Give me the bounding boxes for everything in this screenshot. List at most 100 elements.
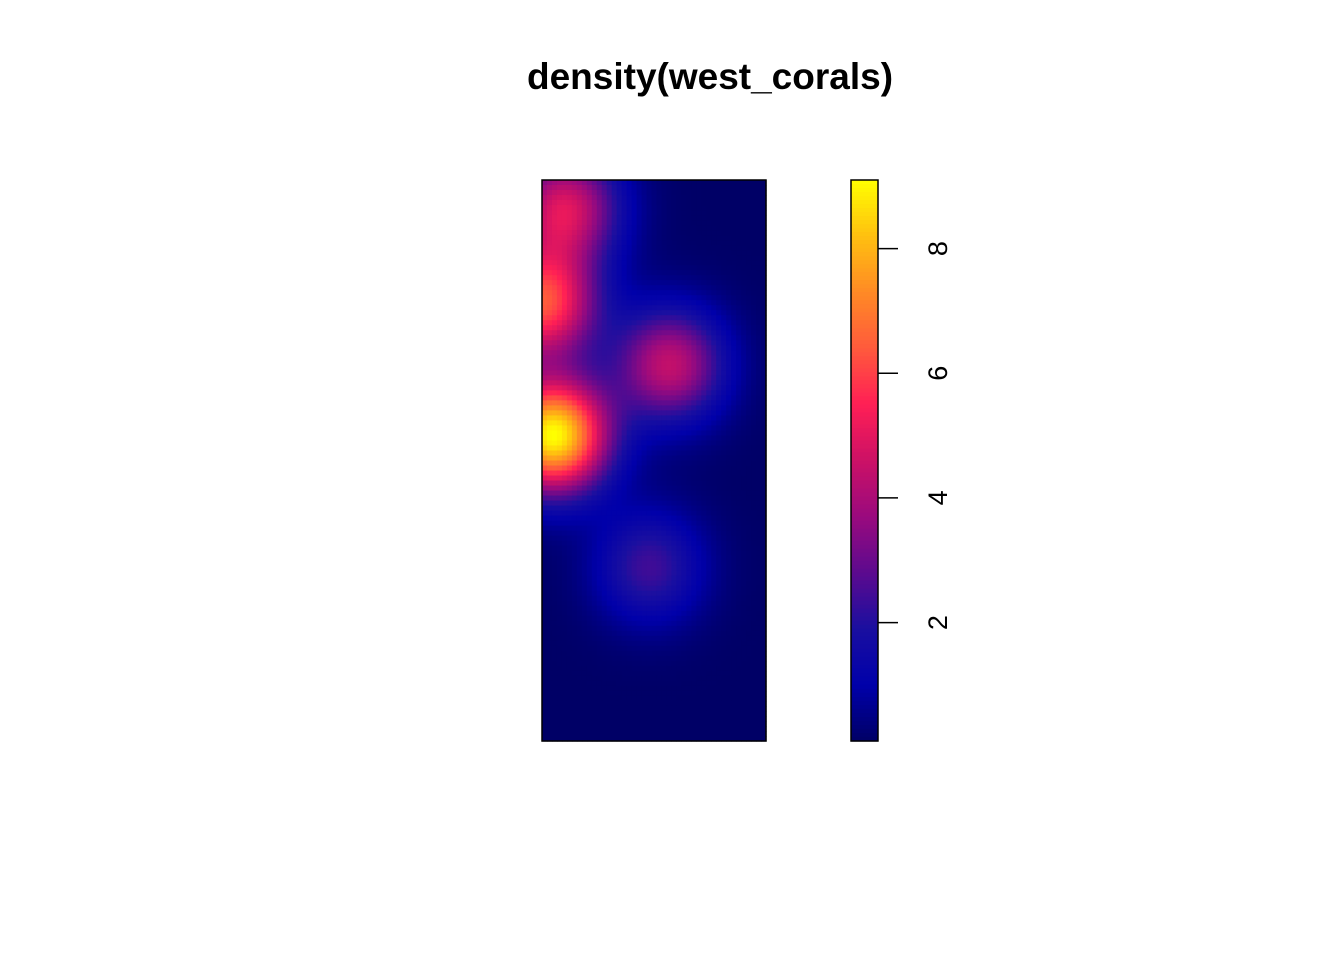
density-cell <box>616 380 623 386</box>
density-cell <box>711 565 717 572</box>
density-cell <box>591 545 598 552</box>
density-cell <box>711 415 717 422</box>
density-cell <box>661 715 668 722</box>
density-cell <box>621 555 628 562</box>
density-cell <box>551 240 558 246</box>
density-cell <box>671 285 677 291</box>
density-cell <box>666 200 673 206</box>
density-cell <box>566 215 573 221</box>
density-cell <box>626 185 633 191</box>
density-cell <box>616 260 623 266</box>
density-cell <box>661 260 668 266</box>
density-cell <box>566 575 573 582</box>
density-cell <box>576 230 583 236</box>
density-cell <box>581 660 588 667</box>
density-cell <box>726 515 732 522</box>
density-cell <box>756 375 762 381</box>
density-cell <box>626 245 633 251</box>
density-cell <box>751 520 757 527</box>
density-cell <box>561 325 568 331</box>
density-cell <box>576 435 583 442</box>
density-cell <box>596 375 603 381</box>
density-cell <box>641 665 648 672</box>
density-cell <box>666 385 673 391</box>
density-cell <box>551 460 558 467</box>
density-cell <box>621 420 628 427</box>
density-cell <box>581 710 588 717</box>
density-cell <box>566 615 573 622</box>
density-cell <box>626 300 633 306</box>
density-cell <box>656 725 663 732</box>
density-cell <box>746 430 752 437</box>
density-cell <box>681 430 687 437</box>
density-cell <box>581 595 588 602</box>
density-cell <box>571 300 578 306</box>
density-cell <box>551 580 558 587</box>
density-cell <box>706 645 712 652</box>
density-cell <box>656 530 663 537</box>
density-cell <box>711 730 717 737</box>
density-cell <box>571 350 578 356</box>
density-cell <box>726 675 732 682</box>
density-cell <box>611 415 618 422</box>
density-cell <box>681 585 687 592</box>
density-cell <box>721 520 727 527</box>
density-cell <box>701 190 707 196</box>
density-cell <box>701 260 707 266</box>
density-cell <box>721 420 727 427</box>
density-cell <box>576 255 583 261</box>
density-cell <box>686 305 692 311</box>
density-cell <box>646 275 653 281</box>
density-cell <box>661 430 668 437</box>
density-cell <box>761 540 767 547</box>
density-cell <box>566 565 573 572</box>
density-cell <box>581 380 588 386</box>
density-cell <box>671 310 677 316</box>
density-cell <box>666 230 673 236</box>
density-cell <box>556 730 563 737</box>
density-cell <box>561 695 568 702</box>
density-cell <box>606 185 613 191</box>
density-cell <box>736 525 742 532</box>
density-cell <box>696 395 702 401</box>
density-cell <box>661 380 668 386</box>
density-cell <box>626 700 633 707</box>
density-cell <box>636 280 643 286</box>
density-cell <box>646 470 653 477</box>
density-cell <box>731 635 737 642</box>
density-cell <box>746 200 752 206</box>
density-cell <box>591 270 598 276</box>
density-cell <box>701 265 707 271</box>
density-cell <box>646 585 653 592</box>
density-cell <box>751 295 757 301</box>
density-cell <box>601 315 608 321</box>
density-cell <box>751 685 757 692</box>
density-cell <box>736 410 742 417</box>
density-cell <box>671 725 677 732</box>
density-cell <box>761 250 767 256</box>
density-cell <box>656 225 663 231</box>
density-cell <box>621 415 628 422</box>
density-cell <box>731 295 737 301</box>
density-cell <box>716 490 722 497</box>
density-cell <box>746 210 752 216</box>
density-cell <box>616 235 623 241</box>
density-cell <box>571 275 578 281</box>
density-cell <box>571 520 578 527</box>
density-cell <box>716 605 722 612</box>
density-cell <box>691 655 697 662</box>
density-cell <box>761 235 767 241</box>
density-cell <box>626 730 633 737</box>
density-cell <box>686 385 692 391</box>
density-cell <box>731 590 737 597</box>
density-cell <box>661 255 668 261</box>
density-cell <box>596 615 603 622</box>
density-cell <box>706 620 712 627</box>
density-cell <box>546 505 553 512</box>
density-cell <box>571 525 578 532</box>
density-cell <box>761 600 767 607</box>
density-cell <box>601 495 608 502</box>
density-cell <box>731 455 737 462</box>
density-cell <box>576 185 583 191</box>
density-cell <box>566 395 573 401</box>
